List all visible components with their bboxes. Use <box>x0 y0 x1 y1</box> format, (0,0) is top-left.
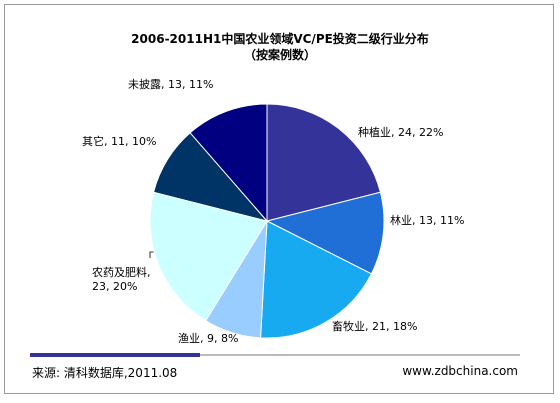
bar-decoration <box>30 353 200 357</box>
pie-slice <box>265 191 385 275</box>
website: www.zdbchina.com <box>402 364 518 378</box>
pie-slice <box>149 191 268 322</box>
slice-label: 渔业, 9, 8% <box>178 332 239 345</box>
slice-label: 其它, 11, 10% <box>82 135 157 148</box>
chart-subtitle: （按案例数） <box>243 48 316 62</box>
slice-label: 种植业, 24, 22% <box>358 126 444 139</box>
source: 来源: 清科数据库,2011.08 <box>32 366 178 380</box>
pie-slice <box>260 220 373 339</box>
frame <box>4 4 554 394</box>
pie-slice <box>266 103 382 222</box>
bar-decoration <box>200 354 520 356</box>
slice-label: 农药及肥料, 23, 20% <box>92 266 151 293</box>
slice-label: 未披露, 13, 11% <box>128 78 214 91</box>
slice-label: 畜牧业, 21, 18% <box>332 320 418 333</box>
chart-title: 2006-2011H1中国农业领域VC/PE投资二级行业分布 <box>131 32 429 46</box>
pie-slice <box>189 103 268 223</box>
slice-label: 林业, 13, 11% <box>390 214 465 227</box>
